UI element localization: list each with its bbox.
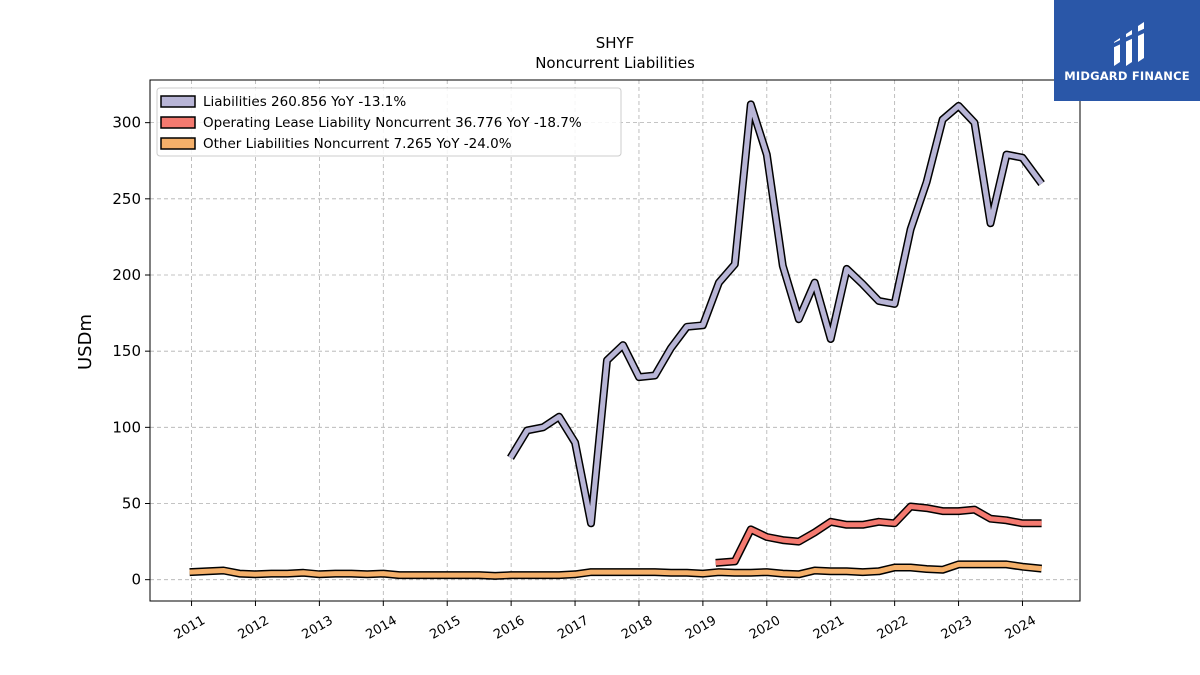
legend-label: Other Liabilities Noncurrent 7.265 YoY -… [203,136,512,152]
x-tick-label: 2021 [811,613,847,643]
legend: Liabilities 260.856 YoY -13.1% Operating … [156,87,622,157]
y-tick-label: 50 [122,495,141,513]
series-0 [507,100,1045,528]
x-tick-label: 2013 [300,613,336,643]
x-tick-label: 2017 [555,613,591,643]
x-tick-label: 2020 [747,613,783,643]
x-tick-label: 2019 [683,613,719,643]
brand-logo: MIDGARD FINANCE [1054,0,1200,101]
legend-label: Liabilities 260.856 YoY -13.1% [203,94,406,110]
x-tick-label: 2023 [939,613,975,643]
x-tick-label: 2012 [236,613,272,643]
series-line [508,101,1044,526]
y-tick-label: 200 [112,266,141,284]
y-tick-label: 150 [112,342,141,360]
legend-swatch [160,137,196,150]
chart-title: SHYF [596,34,635,52]
legend-box [156,87,622,157]
legend-swatch [160,95,196,108]
series-1 [715,502,1042,567]
legend-label: Operating Lease Liability Noncurrent 36.… [203,115,582,131]
x-tick-label: 2011 [172,613,208,643]
grid-lines [150,80,1080,601]
x-tick-label: 2014 [363,613,399,643]
chart-subtitle: Noncurrent Liabilities [535,54,695,72]
legend-swatch [160,116,196,129]
y-tick-label: 250 [112,190,141,208]
x-tick-label: 2016 [491,613,527,643]
series-2 [189,560,1042,580]
x-tick-label: 2015 [427,613,463,643]
plot-frame [149,79,1081,602]
y-tick-label: 100 [112,418,141,436]
y-axis-label: USDm [75,314,96,370]
series-line-outline [507,100,1045,528]
brand-name: MIDGARD FINANCE [1064,69,1190,83]
x-tick-label: 2018 [619,613,655,643]
x-tick-label: 2024 [1003,613,1039,643]
series-line [189,561,1042,579]
series-line [715,504,1042,566]
x-tick-label: 2022 [875,613,911,643]
y-tick-label: 300 [112,114,141,132]
y-axis-ticks: 0 50 100 150 200 250 300 [112,114,150,589]
x-axis-ticks: 2011 2012 2013 2014 2015 2016 2017 2018 2019 2020… [172,601,1039,643]
series-lines [189,100,1045,580]
midgard-logo-icon [1111,22,1147,66]
y-tick-label: 0 [131,571,141,589]
